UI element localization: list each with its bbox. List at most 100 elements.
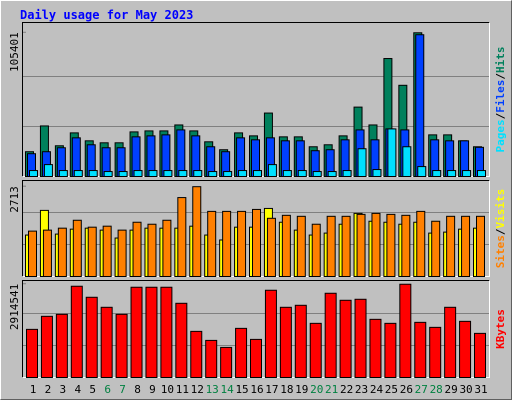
- bar: [162, 219, 172, 278]
- bar: [57, 227, 67, 277]
- bar: [282, 170, 292, 178]
- x-tick-label: 18: [280, 383, 293, 396]
- bar: [100, 306, 113, 378]
- bar: [192, 186, 202, 277]
- bar: [237, 210, 247, 277]
- bar: [235, 327, 248, 378]
- x-tick-label: 23: [355, 383, 368, 396]
- bar: [132, 221, 142, 278]
- bar: [250, 338, 262, 379]
- x-tick-label: 30: [459, 383, 472, 396]
- bar: [267, 164, 277, 178]
- bar: [177, 197, 187, 277]
- bar: [444, 306, 457, 378]
- x-tick-label: 21: [325, 383, 338, 396]
- bar: [160, 286, 173, 378]
- legend-entry: Visits: [494, 189, 507, 229]
- bar: [327, 171, 337, 178]
- x-tick-label: 26: [400, 383, 413, 396]
- x-tick-label: 24: [370, 383, 384, 396]
- bar: [130, 286, 143, 378]
- bar: [176, 129, 186, 178]
- bar: [40, 315, 53, 378]
- bar: [417, 166, 427, 178]
- bar: [297, 170, 307, 178]
- bar: [193, 170, 203, 178]
- x-tick-label: 7: [119, 383, 126, 396]
- legend-entry: KBytes: [494, 309, 507, 349]
- bar: [85, 296, 98, 378]
- bar: [459, 320, 472, 379]
- bar: [432, 170, 442, 178]
- bar: [42, 229, 52, 277]
- x-tick-label: 17: [265, 383, 278, 396]
- legend-separator: /: [494, 73, 507, 80]
- bar: [414, 321, 427, 378]
- x-tick-label: 14: [221, 383, 235, 396]
- bar: [148, 170, 158, 178]
- bar: [178, 170, 188, 178]
- legend-entry: Hits: [494, 47, 507, 74]
- panel-edge-dark: [22, 180, 490, 277]
- x-tick-label: 28: [430, 383, 443, 396]
- bar: [296, 215, 306, 277]
- x-tick-label: 3: [60, 383, 67, 396]
- x-tick-label: 31: [474, 383, 487, 396]
- bar: [401, 214, 411, 277]
- bar: [326, 215, 336, 277]
- bar: [416, 210, 426, 277]
- bar: [73, 170, 83, 178]
- bar: [387, 128, 397, 178]
- bar: [252, 208, 261, 278]
- bar: [474, 332, 486, 379]
- bar: [208, 171, 218, 178]
- panel-edge-dark: [22, 22, 490, 177]
- bar: [43, 164, 53, 178]
- bar: [281, 214, 291, 277]
- x-tick-label: 12: [191, 383, 204, 396]
- bar: [223, 171, 233, 178]
- bar: [309, 322, 322, 379]
- legend: KBytes: [494, 309, 507, 349]
- legend-separator: /: [494, 228, 507, 235]
- y-tick-label: 105401: [8, 32, 21, 72]
- bar: [253, 170, 262, 178]
- bar: [279, 306, 292, 378]
- legend-entry: Pages: [494, 119, 507, 152]
- bar: [103, 171, 113, 178]
- bar: [205, 339, 218, 378]
- bar: [190, 330, 203, 378]
- x-tick-label: 5: [89, 383, 96, 396]
- legend: Pages/Files/Hits: [494, 47, 507, 153]
- bar: [311, 223, 321, 278]
- bar: [88, 170, 98, 178]
- bar: [446, 215, 456, 277]
- x-tick-label: 15: [235, 383, 248, 396]
- x-tick-label: 9: [149, 383, 156, 396]
- x-tick-label: 10: [161, 383, 174, 396]
- x-tick-label: 6: [104, 383, 111, 396]
- bar: [477, 170, 486, 178]
- bar: [402, 146, 412, 178]
- bar: [115, 313, 128, 379]
- bar: [58, 170, 68, 178]
- bar: [357, 148, 367, 178]
- x-tick-label: 20: [310, 383, 323, 396]
- x-tick-label: 29: [445, 383, 458, 396]
- bar: [324, 292, 337, 379]
- bar: [222, 210, 232, 277]
- x-tick-label: 19: [295, 383, 308, 396]
- bar: [431, 220, 441, 278]
- bar: [264, 289, 277, 378]
- x-tick-label: 27: [415, 383, 428, 396]
- legend-separator: /: [494, 112, 507, 119]
- x-tick-label: 2: [45, 383, 52, 396]
- bar: [118, 171, 128, 178]
- bar: [133, 170, 143, 178]
- bar: [55, 313, 68, 379]
- bar: [70, 285, 83, 379]
- bar: [207, 210, 217, 277]
- bar: [294, 304, 307, 379]
